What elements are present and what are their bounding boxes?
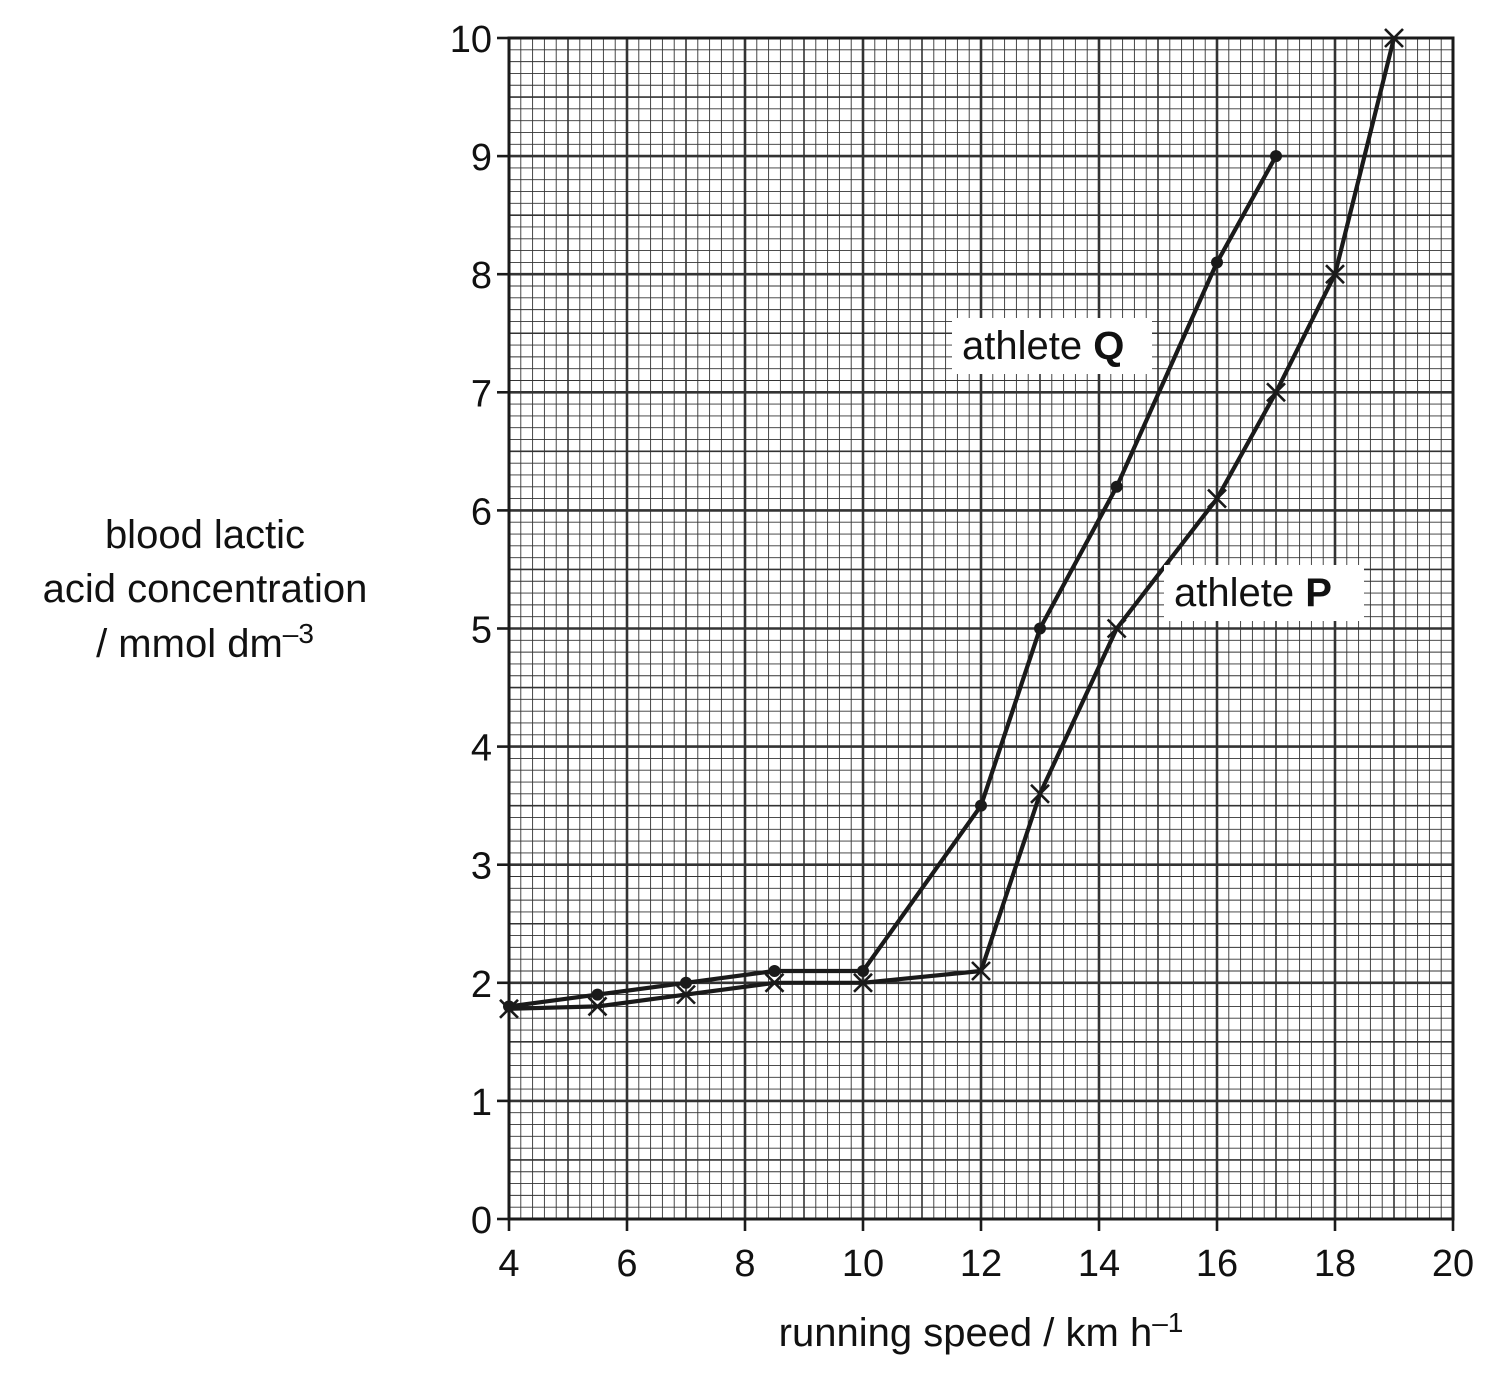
series-labels: athlete Q athlete P [952,318,1364,621]
y-axis-title-line-3: / mmol dm–3 [96,618,314,666]
data-point-athlete-q [975,799,987,812]
data-point-athlete-p [1384,28,1404,48]
x-tick-label: 10 [842,1243,884,1285]
data-point-athlete-q [1270,150,1282,163]
series-line-athlete-q [506,154,1279,1009]
x-axis-ticks: 4 6 8 10 12 14 16 18 20 [498,1219,1474,1285]
data-point-athlete-p [587,996,608,1017]
label-background-athlete-p [1164,565,1364,621]
series-athlete-q [503,150,1282,1013]
y-tick-label: 1 [471,1082,492,1124]
y-tick-label: 0 [471,1200,492,1242]
y-axis-title-line-2: acid concentration [43,567,368,611]
y-axis-title-line-1: blood lactic [105,513,305,557]
y-tick-label: 5 [471,610,492,652]
x-tick-label: 12 [960,1243,1002,1285]
y-tick-label: 9 [471,137,492,179]
data-point-athlete-p [971,961,991,981]
data-point-athlete-p [499,998,519,1019]
data-point-athlete-q [1211,256,1223,269]
x-tick-label: 14 [1078,1243,1120,1285]
data-point-athlete-p [1106,618,1127,639]
y-tick-label: 4 [471,728,492,770]
x-tick-label: 6 [616,1243,637,1285]
data-point-athlete-p [1325,264,1345,285]
series-athlete-p [499,28,1404,1019]
x-axis-title: running speed / km h–1 [779,1307,1184,1355]
data-point-athlete-p [1030,783,1050,804]
label-background-athlete-q [952,318,1152,374]
y-tick-label: 8 [471,255,492,297]
data-point-athlete-q [591,988,604,1001]
x-tick-label: 18 [1314,1243,1356,1285]
x-tick-label: 20 [1432,1243,1474,1285]
data-point-athlete-p [1266,382,1286,403]
series-label-athlete-q: athlete Q [962,324,1124,368]
y-tick-label: 2 [471,964,492,1006]
data-point-athlete-q [1110,480,1123,493]
x-tick-label: 8 [734,1243,755,1285]
series-line-athlete-p [506,35,1397,1011]
data-point-athlete-q [1034,622,1046,635]
y-tick-label: 7 [471,373,492,415]
data-point-athlete-p [1207,488,1227,509]
x-tick-label: 16 [1196,1243,1238,1285]
data-point-athlete-q [857,964,869,977]
y-tick-label: 6 [471,491,492,533]
data-point-athlete-p [676,984,696,1005]
series-layer [499,28,1404,1019]
y-tick-label: 3 [471,846,492,888]
data-point-athlete-p [764,972,785,993]
y-tick-label: 10 [450,19,492,61]
y-axis-ticks: 0 1 2 3 4 5 6 7 8 9 10 [450,19,509,1242]
data-point-athlete-q [768,964,781,977]
series-label-athlete-p: athlete P [1174,571,1332,615]
data-point-athlete-p [853,972,873,993]
data-point-athlete-q [680,976,692,989]
x-tick-label: 4 [498,1243,519,1285]
